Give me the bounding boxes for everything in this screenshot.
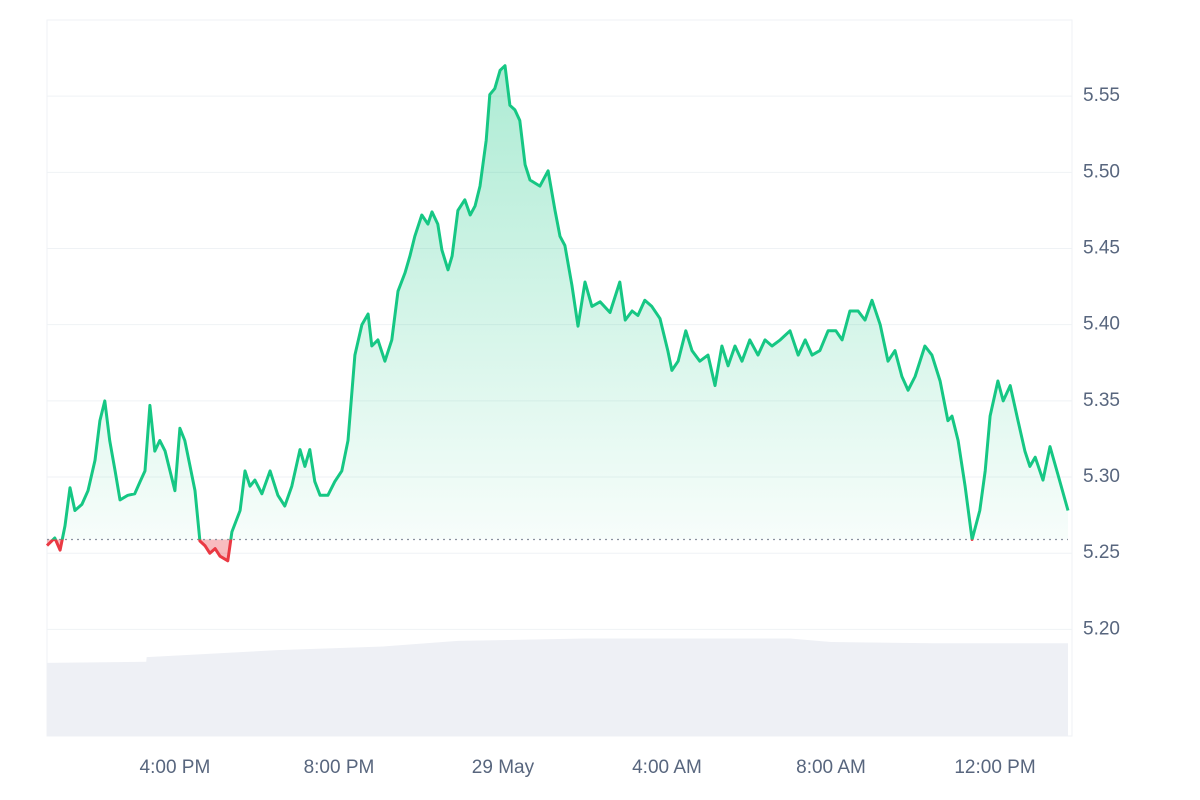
area-up bbox=[53, 65, 1068, 540]
price-line bbox=[51, 64, 1070, 540]
x-tick-label: 4:00 PM bbox=[140, 757, 211, 778]
volume-area bbox=[47, 638, 1068, 736]
y-tick-label: 5.50 bbox=[1083, 161, 1120, 182]
x-tick-label: 12:00 PM bbox=[954, 757, 1035, 778]
y-tick-label: 5.35 bbox=[1083, 390, 1120, 411]
y-tick-label: 5.45 bbox=[1083, 238, 1120, 259]
x-tick-label: 29 May bbox=[472, 757, 535, 778]
y-tick-label: 5.25 bbox=[1083, 542, 1120, 563]
x-tick-label: 4:00 AM bbox=[632, 757, 702, 778]
y-tick-label: 5.20 bbox=[1083, 618, 1120, 639]
x-tick-label: 8:00 PM bbox=[304, 757, 375, 778]
y-tick-label: 5.55 bbox=[1083, 85, 1120, 106]
y-tick-label: 5.40 bbox=[1083, 314, 1120, 335]
y-tick-label: 5.30 bbox=[1083, 466, 1120, 487]
x-tick-label: 8:00 AM bbox=[796, 757, 866, 778]
